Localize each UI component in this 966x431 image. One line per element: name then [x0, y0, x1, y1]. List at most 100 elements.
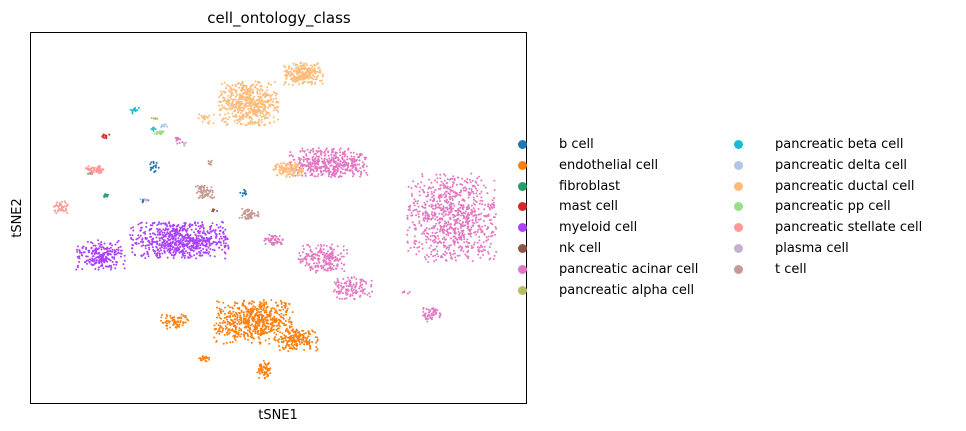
data-point: [202, 230, 205, 233]
data-point: [318, 250, 320, 253]
data-point: [279, 315, 282, 318]
data-point: [56, 201, 59, 204]
data-point: [281, 332, 284, 335]
data-point: [201, 192, 204, 195]
data-point: [155, 133, 158, 136]
data-point: [295, 67, 298, 70]
data-point: [468, 213, 471, 216]
data-point: [321, 73, 324, 76]
data-point: [276, 339, 279, 342]
data-point: [232, 325, 235, 328]
data-point: [422, 314, 424, 317]
data-point: [351, 164, 354, 167]
data-point: [230, 329, 233, 332]
data-point: [281, 166, 284, 169]
legend-label: pancreatic acinar cell: [559, 261, 699, 277]
data-point: [218, 307, 221, 310]
data-point: [301, 71, 304, 73]
data-point: [150, 117, 153, 119]
data-point: [180, 256, 183, 259]
data-point: [205, 251, 208, 254]
data-point: [233, 337, 236, 340]
data-point: [269, 372, 272, 375]
data-point: [492, 206, 495, 209]
data-point: [345, 163, 348, 166]
data-point: [269, 97, 272, 100]
data-point: [337, 281, 340, 284]
data-point: [226, 118, 229, 121]
data-point: [238, 329, 240, 332]
data-point: [408, 206, 411, 209]
data-point: [352, 161, 355, 164]
data-point: [208, 241, 211, 244]
data-point: [321, 173, 324, 175]
data-point: [416, 202, 419, 205]
data-point: [487, 250, 489, 253]
data-point: [365, 282, 368, 285]
data-point: [313, 72, 316, 75]
data-point: [259, 342, 261, 345]
data-point: [240, 328, 243, 331]
data-point: [233, 313, 236, 316]
data-point: [319, 80, 322, 82]
data-point: [241, 194, 244, 197]
data-point: [151, 240, 154, 243]
data-point: [449, 223, 452, 226]
data-point: [81, 247, 84, 250]
data-point: [263, 332, 266, 335]
data-point: [409, 246, 412, 249]
data-point: [261, 304, 264, 307]
data-point: [236, 322, 239, 325]
data-point: [223, 316, 226, 319]
data-point: [364, 158, 367, 161]
data-point: [282, 340, 285, 343]
data-point: [450, 210, 453, 213]
data-point: [418, 222, 421, 225]
data-point: [317, 257, 319, 260]
data-point: [305, 252, 308, 255]
data-point: [322, 162, 325, 165]
data-point: [227, 304, 230, 307]
data-point: [321, 253, 324, 256]
data-point: [291, 311, 294, 314]
data-point: [230, 312, 233, 315]
data-point: [437, 188, 440, 191]
data-point: [168, 235, 171, 238]
data-point: [104, 134, 107, 137]
data-point: [198, 227, 201, 230]
data-point: [95, 250, 98, 253]
data-point: [214, 241, 217, 244]
data-point: [260, 96, 263, 99]
data-point: [413, 235, 416, 238]
data-point: [273, 307, 276, 310]
data-point: [202, 196, 205, 199]
data-point: [261, 112, 264, 115]
data-point: [299, 254, 302, 257]
data-point: [166, 327, 169, 330]
data-point: [241, 115, 243, 118]
data-point: [301, 78, 304, 81]
data-point: [434, 232, 437, 235]
data-point: [366, 173, 369, 176]
data-point: [308, 341, 311, 343]
data-point: [406, 214, 409, 217]
data-point: [273, 311, 276, 314]
data-point: [270, 239, 273, 242]
data-point: [350, 285, 353, 288]
data-point: [326, 158, 328, 161]
data-point: [299, 65, 302, 68]
data-point: [61, 205, 64, 208]
legend-marker: [734, 202, 743, 212]
data-point: [344, 169, 347, 172]
data-point: [250, 333, 253, 336]
data-point: [254, 109, 257, 112]
data-point: [264, 237, 267, 240]
data-point: [244, 89, 247, 92]
data-point: [290, 323, 293, 326]
data-point: [284, 339, 287, 342]
data-point: [54, 210, 57, 213]
data-point: [232, 94, 235, 97]
data-point: [316, 336, 319, 339]
data-point: [432, 194, 435, 197]
data-point: [346, 249, 348, 251]
